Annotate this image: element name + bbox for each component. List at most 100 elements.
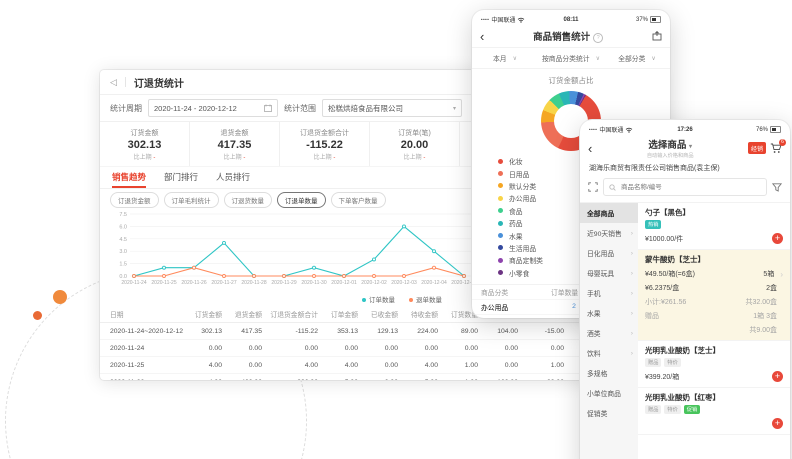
back-icon[interactable]: ‹ — [588, 140, 593, 156]
table-cell: 4.00 — [344, 361, 358, 369]
tab[interactable]: 人员排行 — [216, 171, 251, 182]
battery-percent: 76% — [756, 126, 769, 133]
product-line: ¥49.50/箱(=6盒) 5箱 › — [645, 269, 783, 279]
share-icon[interactable] — [652, 31, 662, 41]
help-icon[interactable]: ? — [593, 33, 604, 43]
filter-dropdown[interactable]: 全部分类 ∨ — [604, 48, 670, 68]
table-row[interactable]: 2020-11-25 4.00 0.00 4.00 4.00 0.00 4.00 1.00 0.… — [100, 357, 660, 374]
sidebar-item[interactable]: 多规格 — [580, 363, 638, 383]
table-row[interactable]: 2020-11-24~2020-12-12 302.13 417.35 -115.22… — [100, 323, 660, 340]
product-name: 蒙牛酸奶【芝士】 — [645, 255, 705, 264]
summary-cards: 订货金额 302.13 比上期 - 退货金额 417.35 比上期 - 订退货金额合计 -11… — [100, 122, 660, 167]
metric-pill[interactable]: 订退货金额 — [110, 191, 159, 208]
column-header: 商品分类 — [481, 289, 509, 297]
table-cell: 302.13 — [201, 327, 222, 335]
chevron-right-icon: › — [630, 229, 633, 237]
count-link[interactable]: 2 — [572, 303, 576, 311]
legend-dot — [498, 171, 503, 177]
sidebar-item[interactable]: 母婴玩具 › — [580, 263, 638, 283]
sidebar-item[interactable]: 日化用品 › — [580, 243, 638, 263]
legend-item[interactable]: 订单数量 — [362, 294, 395, 304]
table-cell: -396.00 — [268, 379, 324, 381]
sidebar-item[interactable]: 手机 › — [580, 283, 638, 303]
screen-title[interactable]: 选择商品 ▾ — [648, 140, 692, 151]
metric-pill[interactable]: 订单毛利统计 — [163, 191, 219, 208]
divider — [124, 77, 126, 87]
mode-badge[interactable]: 经销 — [747, 142, 766, 154]
price-text: 小计:¥261.56 — [645, 299, 687, 306]
svg-text:2020-11-26: 2020-11-26 — [181, 280, 206, 286]
product-tag: 特价 — [664, 358, 681, 367]
scope-select[interactable]: 松糕烘焙食品有限公司 ▾ — [322, 99, 462, 117]
date-range-input[interactable]: 2020-11-24 - 2020-12-12 — [148, 99, 278, 117]
page-title: 订退货统计 — [133, 78, 184, 90]
svg-text:2020-11-28: 2020-11-28 — [241, 280, 266, 286]
product-item[interactable]: 光明乳业酸奶【红枣】 赠品 特价 促销 + — [638, 388, 790, 435]
filter-dropdown[interactable]: 本月 ∨ — [472, 48, 538, 68]
table-row[interactable]: 2020-11-24 0.00 0.00 0.00 0.00 0.00 0.00 0.00 0.… — [100, 340, 660, 357]
sidebar-label: 水果 — [587, 311, 601, 318]
tab[interactable]: 销售趋势 — [112, 167, 147, 188]
nav-bar: ‹ 商品销售统计? — [472, 25, 670, 48]
table-cell: 1.00 — [464, 361, 478, 369]
svg-text:2020-11-25: 2020-11-25 — [151, 280, 176, 286]
product-tag: 特价 — [664, 405, 681, 414]
svg-text:2020-12-03: 2020-12-03 — [391, 280, 417, 286]
product-line: + — [645, 418, 783, 429]
filter-funnel-icon[interactable] — [772, 182, 782, 192]
chevron-right-icon: › — [630, 289, 633, 297]
search-input[interactable] — [619, 182, 761, 192]
sidebar-item[interactable]: 促销类 — [580, 403, 638, 423]
collapse-icon[interactable]: ◁ — [110, 76, 117, 87]
legend-label: 小零食 — [509, 270, 530, 278]
sidebar-item[interactable]: 水果 › — [580, 303, 638, 323]
table-cell: 0.00 — [344, 344, 358, 352]
signal-icon: •••• — [589, 127, 598, 132]
calendar-icon — [264, 104, 272, 112]
filter-dropdown[interactable]: 按商品分类统计 ∨ — [538, 48, 604, 68]
legend-item[interactable]: 退单数量 — [409, 294, 442, 304]
battery-percent: 37% — [636, 16, 649, 23]
product-line: 赠品 1箱 3盒 — [645, 311, 783, 321]
add-product-button[interactable]: + — [772, 233, 783, 244]
metric-pill[interactable]: 订退单数量 — [277, 191, 326, 208]
metric-pill[interactable]: 订退货数量 — [223, 191, 272, 208]
card-label: 订货单(笔) — [398, 129, 431, 137]
sidebar-item[interactable]: 全部商品 — [580, 203, 638, 223]
legend-dot — [498, 208, 503, 214]
add-product-button[interactable]: + — [772, 371, 783, 382]
sidebar-item[interactable]: 酒类 › — [580, 323, 638, 343]
add-product-button[interactable]: + — [772, 418, 783, 429]
scope-label: 统计范围 — [284, 103, 316, 113]
card-subtext: 比上期 - — [403, 154, 426, 161]
svg-text:2020-11-24: 2020-11-24 — [121, 280, 146, 286]
desktop-titlebar: ◁ 订退货统计 — [100, 70, 660, 95]
svg-text:1.5: 1.5 — [119, 262, 127, 268]
sidebar-item[interactable]: 饮料 › — [580, 343, 638, 363]
cart-button[interactable]: 6 — [770, 138, 786, 154]
table-row[interactable]: 办公用品 2 — [472, 300, 670, 315]
product-item[interactable]: 勺子【黑色】 热销 ¥1000.00/件 + — [638, 203, 790, 250]
sidebar-item[interactable]: 近90天销售 › — [580, 223, 638, 243]
product-line: ¥399.20/箱 + — [645, 371, 783, 382]
metric-pill[interactable]: 下单客户数量 — [330, 191, 386, 208]
sidebar-label: 酒类 — [587, 331, 601, 338]
table-cell: -15.00 — [544, 327, 564, 335]
back-icon[interactable]: ‹ — [480, 28, 485, 44]
chart-legend: 订单数量 退单数量 — [362, 294, 442, 304]
scan-icon[interactable] — [588, 182, 598, 192]
legend-label: 订单数量 — [369, 297, 395, 304]
product-item[interactable]: 光明乳业酸奶【芝士】 赠品 特价 ¥399.20/箱 + — [638, 341, 790, 388]
sidebar-item[interactable]: 小单位商品 — [580, 383, 638, 403]
svg-text:2020-11-30: 2020-11-30 — [301, 280, 326, 286]
wifi-icon — [626, 127, 633, 133]
tab[interactable]: 部门排行 — [164, 171, 199, 182]
quantity-text: 1箱 3盒 — [753, 313, 777, 320]
product-item[interactable]: 蒙牛酸奶【芝士】 ¥49.50/箱(=6盒) 5箱 › ¥6.2375/盒 2盒 小计:¥2… — [638, 250, 790, 341]
line-chart: 0.0 1.5 3.0 4.5 6.0 7.5 2020-11-24 2020-11-25 20… — [106, 210, 654, 295]
table-row[interactable]: 2020-11-264.00400.00-396.005.000.005.001… — [100, 374, 660, 381]
chevron-right-icon: › — [630, 329, 633, 337]
svg-text:2020-12-05: 2020-12-05 — [451, 280, 477, 286]
table-cell: 224.00 — [417, 327, 438, 335]
svg-text:0.0: 0.0 — [119, 274, 127, 280]
